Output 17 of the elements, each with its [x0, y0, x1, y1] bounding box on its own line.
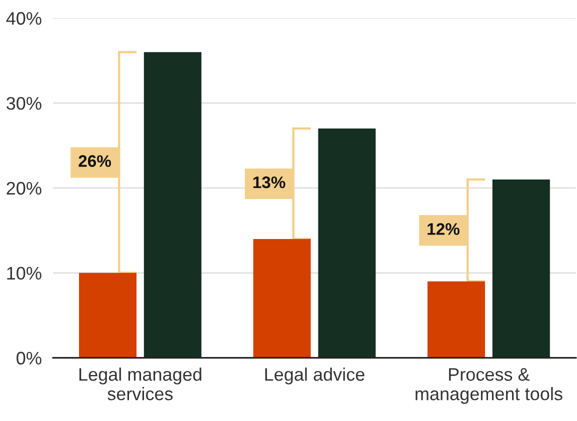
y-tick-label: 0% [16, 352, 42, 365]
annotation: 13% [253, 176, 286, 188]
y-tick-label: 20% [6, 182, 42, 195]
annotation: 26% [78, 155, 112, 167]
bar [428, 281, 486, 358]
bar [253, 238, 311, 358]
bar [492, 179, 550, 358]
y-tick-label: 10% [7, 266, 42, 280]
annotation: 12% [428, 223, 460, 235]
x-tick-label: Legal advice [265, 368, 364, 384]
bar [144, 52, 202, 358]
x-tick-label: Process & management tools [416, 368, 562, 404]
bar [79, 272, 137, 358]
y-tick-label: 30% [6, 96, 42, 110]
bar [318, 128, 376, 358]
x-tick-label: Legal managed services [79, 368, 202, 400]
y-tick-label: 40% [6, 12, 42, 25]
